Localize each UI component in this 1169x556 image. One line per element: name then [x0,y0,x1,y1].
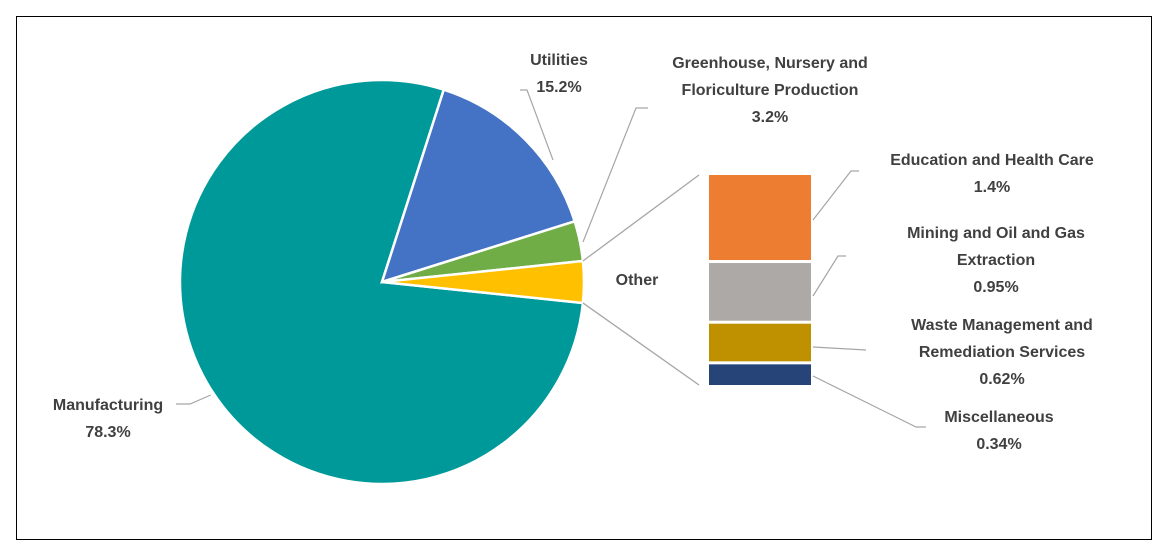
leader-waste-management [812,346,867,351]
label-other: Other [616,272,659,289]
label-greenhouse: Greenhouse, Nursery and Floriculture Prod… [672,55,868,126]
label-waste-management: Waste Management and Remediation Services… [911,317,1093,388]
pie [178,78,586,486]
other-stacked-bar [709,175,811,385]
leader-education-health [812,170,859,221]
label-mining: Mining and Oil and Gas Extraction 0.95% [907,225,1085,296]
data-labels: Manufacturing 78.3% Utilities 15.2% Greenhou… [53,52,1094,453]
leader-lines [176,89,926,428]
pie-to-bar-connectors [582,174,700,386]
leader-miscellaneous [812,375,926,428]
leader-manufacturing [176,394,212,405]
label-utilities: Utilities 15.2% [530,52,588,96]
bar-segment-education-and-health-care [709,175,811,261]
pie-slice-other [381,259,586,305]
pie-slice-utilities [380,88,577,284]
leader-greenhouse [582,107,648,243]
leader-utilities [520,89,554,161]
bar-segment-mining-and-oil-and-gas-extraction [709,263,811,321]
bar-segment-waste-management-and-remediation-services [709,323,811,362]
label-miscellaneous: Miscellaneous 0.34% [944,409,1053,453]
leader-mining [812,255,846,297]
bar-segment-miscellaneous [709,364,811,385]
label-manufacturing: Manufacturing 78.3% [53,397,163,441]
label-education-health: Education and Health Care 1.4% [890,152,1094,196]
connector-line-bottom [582,302,700,386]
connector-line-top [582,174,700,262]
